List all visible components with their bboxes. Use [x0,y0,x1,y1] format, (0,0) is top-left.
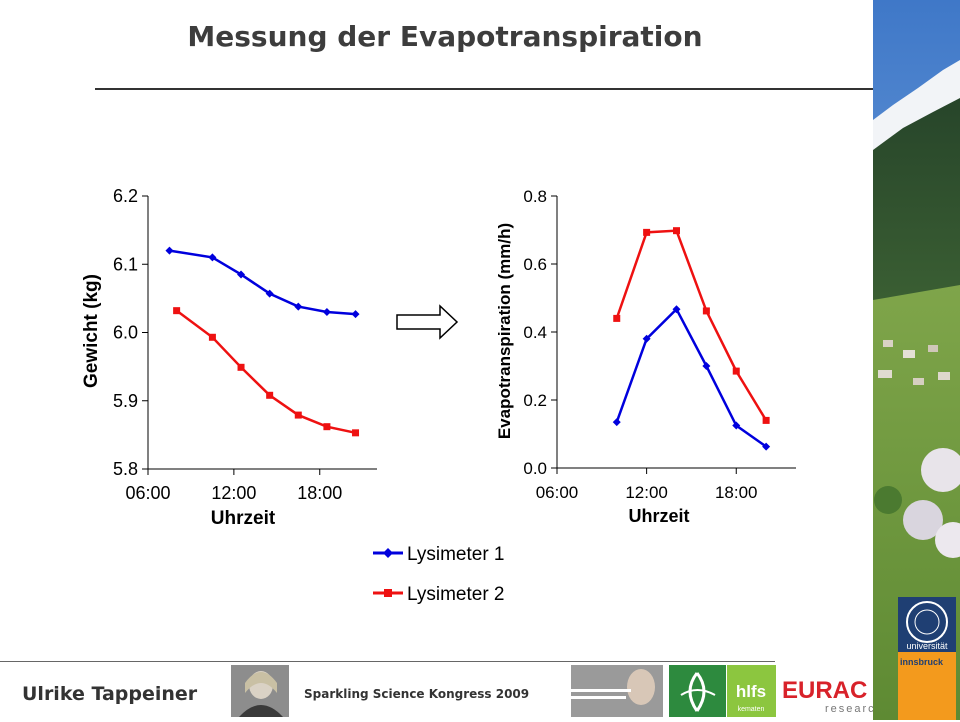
data-point [237,363,245,371]
congress-photo [231,665,289,717]
data-point [612,418,621,427]
y-tick-label: 0.6 [523,255,547,274]
x-axis-label: Uhrzeit [211,508,276,529]
data-point [762,416,770,424]
data-point [762,442,771,451]
x-tick-label: 06:00 [536,483,579,502]
y-axis-label: Evapotranspiration (mm/h) [495,223,514,439]
data-point [294,302,303,311]
chart-legend: Lysimeter 1 Lysimeter 2 [373,544,505,605]
author-name: Ulrike Tappeiner [22,683,198,705]
data-point [208,333,216,341]
x-tick-label: 12:00 [625,483,668,502]
y-tick-label: 6.1 [113,254,138,274]
data-point [266,391,274,399]
chart-evapotranspiration: Evapotranspiration (mm/h) Uhrzeit 0.0 0.2… [495,187,796,526]
data-point [702,362,711,370]
y-tick-label: 0.8 [523,187,547,206]
x-tick-label: 18:00 [715,483,758,502]
congress-name: Sparkling Science Kongress 2009 [304,687,530,701]
hlfs-logo-text: hlfs [736,682,766,701]
data-point [208,253,217,262]
data-point [642,334,651,343]
university-logo-text-2: innsbruck [900,657,944,667]
series-line-1 [169,249,356,316]
data-point [702,307,710,315]
data-point [732,421,741,430]
data-point [237,270,246,279]
data-point [294,411,302,419]
chart-weight: Gewicht (kg) Uhrzeit 5.8 5.9 6.0 6.1 6.2 06:0… [81,186,377,529]
data-point [613,314,621,322]
eurac-logo-subtext: research [825,703,873,715]
hlfs-logo: hlfs kematen [727,665,776,717]
y-tick-label: 5.8 [113,459,138,479]
y-tick-label: 6.2 [113,186,138,206]
x-tick-label: 12:00 [211,483,256,503]
series-line-1 [615,307,767,448]
eurac-logo-text: EURAC [782,677,867,704]
legend-marker-diamond [383,548,393,558]
y-tick-label: 0.2 [523,391,547,410]
slide-title: Messung der Evapotranspiration [187,20,703,53]
landscape-photo: universität innsbruck [873,0,960,720]
data-point [322,308,331,317]
school-logo-green [669,665,726,717]
data-point [672,305,681,314]
y-tick-label: 0.4 [523,323,547,342]
title-divider [95,88,873,90]
chart-area: Gewicht (kg) Uhrzeit 5.8 5.9 6.0 6.1 6.2 06:0… [81,186,796,605]
x-tick-label: 06:00 [125,483,170,503]
data-point [643,228,651,236]
legend-label-lysimeter-2: Lysimeter 2 [407,584,505,605]
data-point [165,246,174,255]
y-tick-label: 5.9 [113,391,138,411]
y-tick-label: 0.0 [523,459,547,478]
x-axis-label: Uhrzeit [628,506,689,526]
data-point [673,227,680,235]
series-line-2 [175,309,356,435]
data-point [173,307,181,315]
series-line-2 [615,229,768,422]
university-logo-text-1: universität [906,641,948,651]
hlfs-logo-subtext: kematen [738,706,765,713]
data-point [351,310,360,319]
y-tick-label: 6.0 [113,323,138,343]
legend-label-lysimeter-1: Lysimeter 1 [407,544,505,565]
sparkling-science-banner [571,665,663,717]
right-arrow-icon [396,304,459,340]
legend-marker-square [384,589,392,597]
data-point [323,423,331,431]
footer-divider [0,661,775,662]
eurac-logo: EURAC research [780,670,873,722]
x-tick-label: 18:00 [297,483,342,503]
data-point [265,289,274,298]
data-point [732,367,740,375]
data-point [352,429,360,437]
y-axis-label: Gewicht (kg) [81,274,102,388]
